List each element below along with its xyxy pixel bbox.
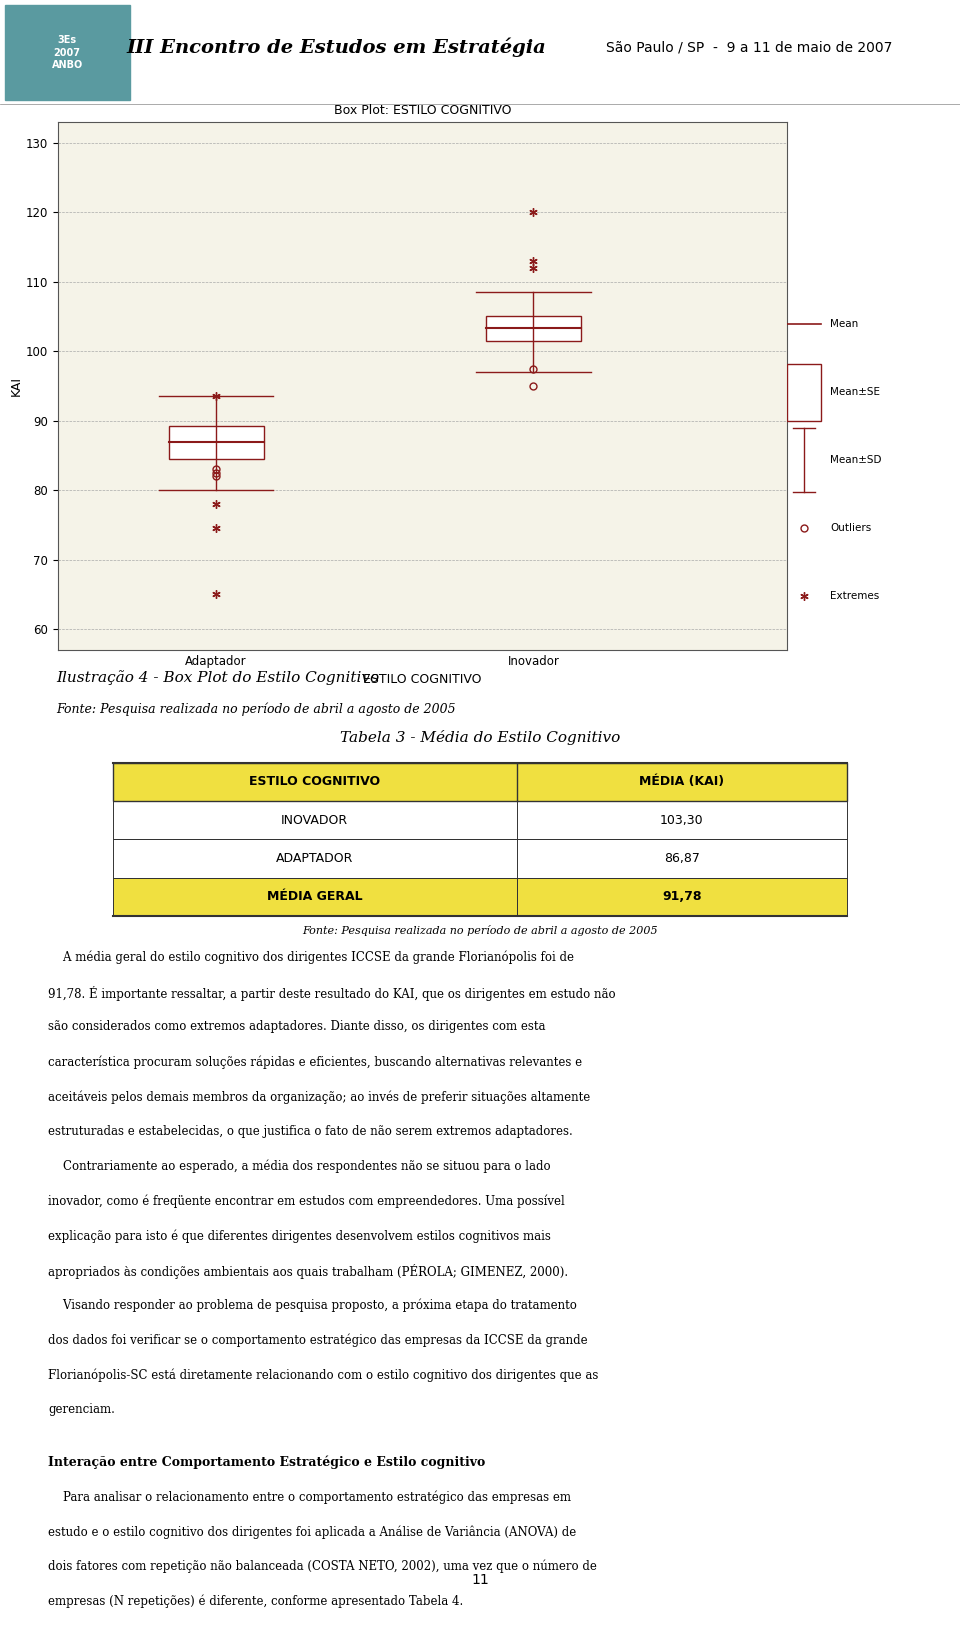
Text: estruturadas e estabelecidas, o que justifica o fato de não serem extremos adapt: estruturadas e estabelecidas, o que just… <box>48 1124 573 1138</box>
Text: Tabela 3 - Média do Estilo Cognitivo: Tabela 3 - Média do Estilo Cognitivo <box>340 730 620 744</box>
Bar <box>486 317 581 341</box>
Text: Mean: Mean <box>830 320 858 330</box>
Text: Fonte: Pesquisa realizada no período de abril a agosto de 2005: Fonte: Pesquisa realizada no período de … <box>302 925 658 936</box>
Bar <box>787 364 821 421</box>
Title: Box Plot: ESTILO COGNITIVO: Box Plot: ESTILO COGNITIVO <box>334 104 511 117</box>
Text: A média geral do estilo cognitivo dos dirigentes ICCSE da grande Florianópolis f: A média geral do estilo cognitivo dos di… <box>48 951 574 964</box>
Text: Para analisar o relacionamento entre o comportamento estratégico das empresas em: Para analisar o relacionamento entre o c… <box>48 1490 571 1503</box>
Text: estudo e o estilo cognitivo dos dirigentes foi aplicada a Análise de Variância (: estudo e o estilo cognitivo dos dirigent… <box>48 1526 576 1539</box>
Bar <box>169 426 264 458</box>
Text: MÉDIA GERAL: MÉDIA GERAL <box>267 891 363 904</box>
Text: Mean±SD: Mean±SD <box>830 455 881 465</box>
Text: III Encontro de Estudos em Estratégia: III Encontro de Estudos em Estratégia <box>126 37 546 57</box>
Bar <box>113 878 848 916</box>
X-axis label: ESTILO COGNITIVO: ESTILO COGNITIVO <box>363 673 482 686</box>
Text: INOVADOR: INOVADOR <box>281 814 348 827</box>
Text: Contrariamente ao esperado, a média dos respondentes não se situou para o lado: Contrariamente ao esperado, a média dos … <box>48 1160 551 1173</box>
Text: explicação para isto é que diferentes dirigentes desenvolvem estilos cognitivos : explicação para isto é que diferentes di… <box>48 1228 551 1243</box>
Text: 91,78. É importante ressaltar, a partir deste resultado do KAI, que os dirigente: 91,78. É importante ressaltar, a partir … <box>48 986 615 1001</box>
Text: 11: 11 <box>471 1573 489 1588</box>
FancyBboxPatch shape <box>5 5 130 101</box>
Text: ESTILO COGNITIVO: ESTILO COGNITIVO <box>250 775 380 788</box>
Text: Outliers: Outliers <box>830 523 872 533</box>
Text: MÉDIA (KAI): MÉDIA (KAI) <box>639 775 725 788</box>
Text: ADAPTADOR: ADAPTADOR <box>276 852 353 864</box>
Text: 86,87: 86,87 <box>664 852 700 864</box>
Text: característica procuram soluções rápidas e eficientes, buscando alternativas rel: característica procuram soluções rápidas… <box>48 1055 582 1069</box>
Text: 3Es
2007
ANBO: 3Es 2007 ANBO <box>52 36 83 70</box>
Text: 103,30: 103,30 <box>660 814 704 827</box>
Text: Interação entre Comportamento Estratégico e Estilo cognitivo: Interação entre Comportamento Estratégic… <box>48 1456 485 1469</box>
Text: são considerados como extremos adaptadores. Diante disso, os dirigentes com esta: são considerados como extremos adaptador… <box>48 1020 545 1034</box>
Text: Extremes: Extremes <box>830 592 879 601</box>
Text: Visando responder ao problema de pesquisa proposto, a próxima etapa do tratament: Visando responder ao problema de pesquis… <box>48 1298 577 1313</box>
Bar <box>113 762 848 801</box>
Y-axis label: KAI: KAI <box>10 375 23 396</box>
Text: apropriados às condições ambientais aos quais trabalham (PÉROLA; GIMENEZ, 2000).: apropriados às condições ambientais aos … <box>48 1264 568 1279</box>
Text: Fonte: Pesquisa realizada no período de abril a agosto de 2005: Fonte: Pesquisa realizada no período de … <box>57 702 456 717</box>
Text: Mean±SE: Mean±SE <box>830 387 880 396</box>
Text: 91,78: 91,78 <box>662 891 702 904</box>
Text: aceitáveis pelos demais membros da organização; ao invés de preferir situações a: aceitáveis pelos demais membros da organ… <box>48 1090 590 1103</box>
Text: dois fatores com repetição não balanceada (COSTA NETO, 2002), uma vez que o núme: dois fatores com repetição não balancead… <box>48 1560 597 1573</box>
Text: Ilustração 4 - Box Plot do Estilo Cognitivo: Ilustração 4 - Box Plot do Estilo Cognit… <box>57 671 380 686</box>
Text: Florianópolis-SC está diretamente relacionando com o estilo cognitivo dos dirige: Florianópolis-SC está diretamente relaci… <box>48 1368 598 1381</box>
Text: dos dados foi verificar se o comportamento estratégico das empresas da ICCSE da : dos dados foi verificar se o comportamen… <box>48 1334 588 1347</box>
Text: gerenciam.: gerenciam. <box>48 1404 115 1417</box>
Text: São Paulo / SP  -  9 a 11 de maio de 2007: São Paulo / SP - 9 a 11 de maio de 2007 <box>606 41 892 55</box>
Text: inovador, como é freqüente encontrar em estudos com empreendedores. Uma possível: inovador, como é freqüente encontrar em … <box>48 1194 564 1207</box>
Text: empresas (N repetições) é diferente, conforme apresentado Tabela 4.: empresas (N repetições) é diferente, con… <box>48 1594 464 1609</box>
